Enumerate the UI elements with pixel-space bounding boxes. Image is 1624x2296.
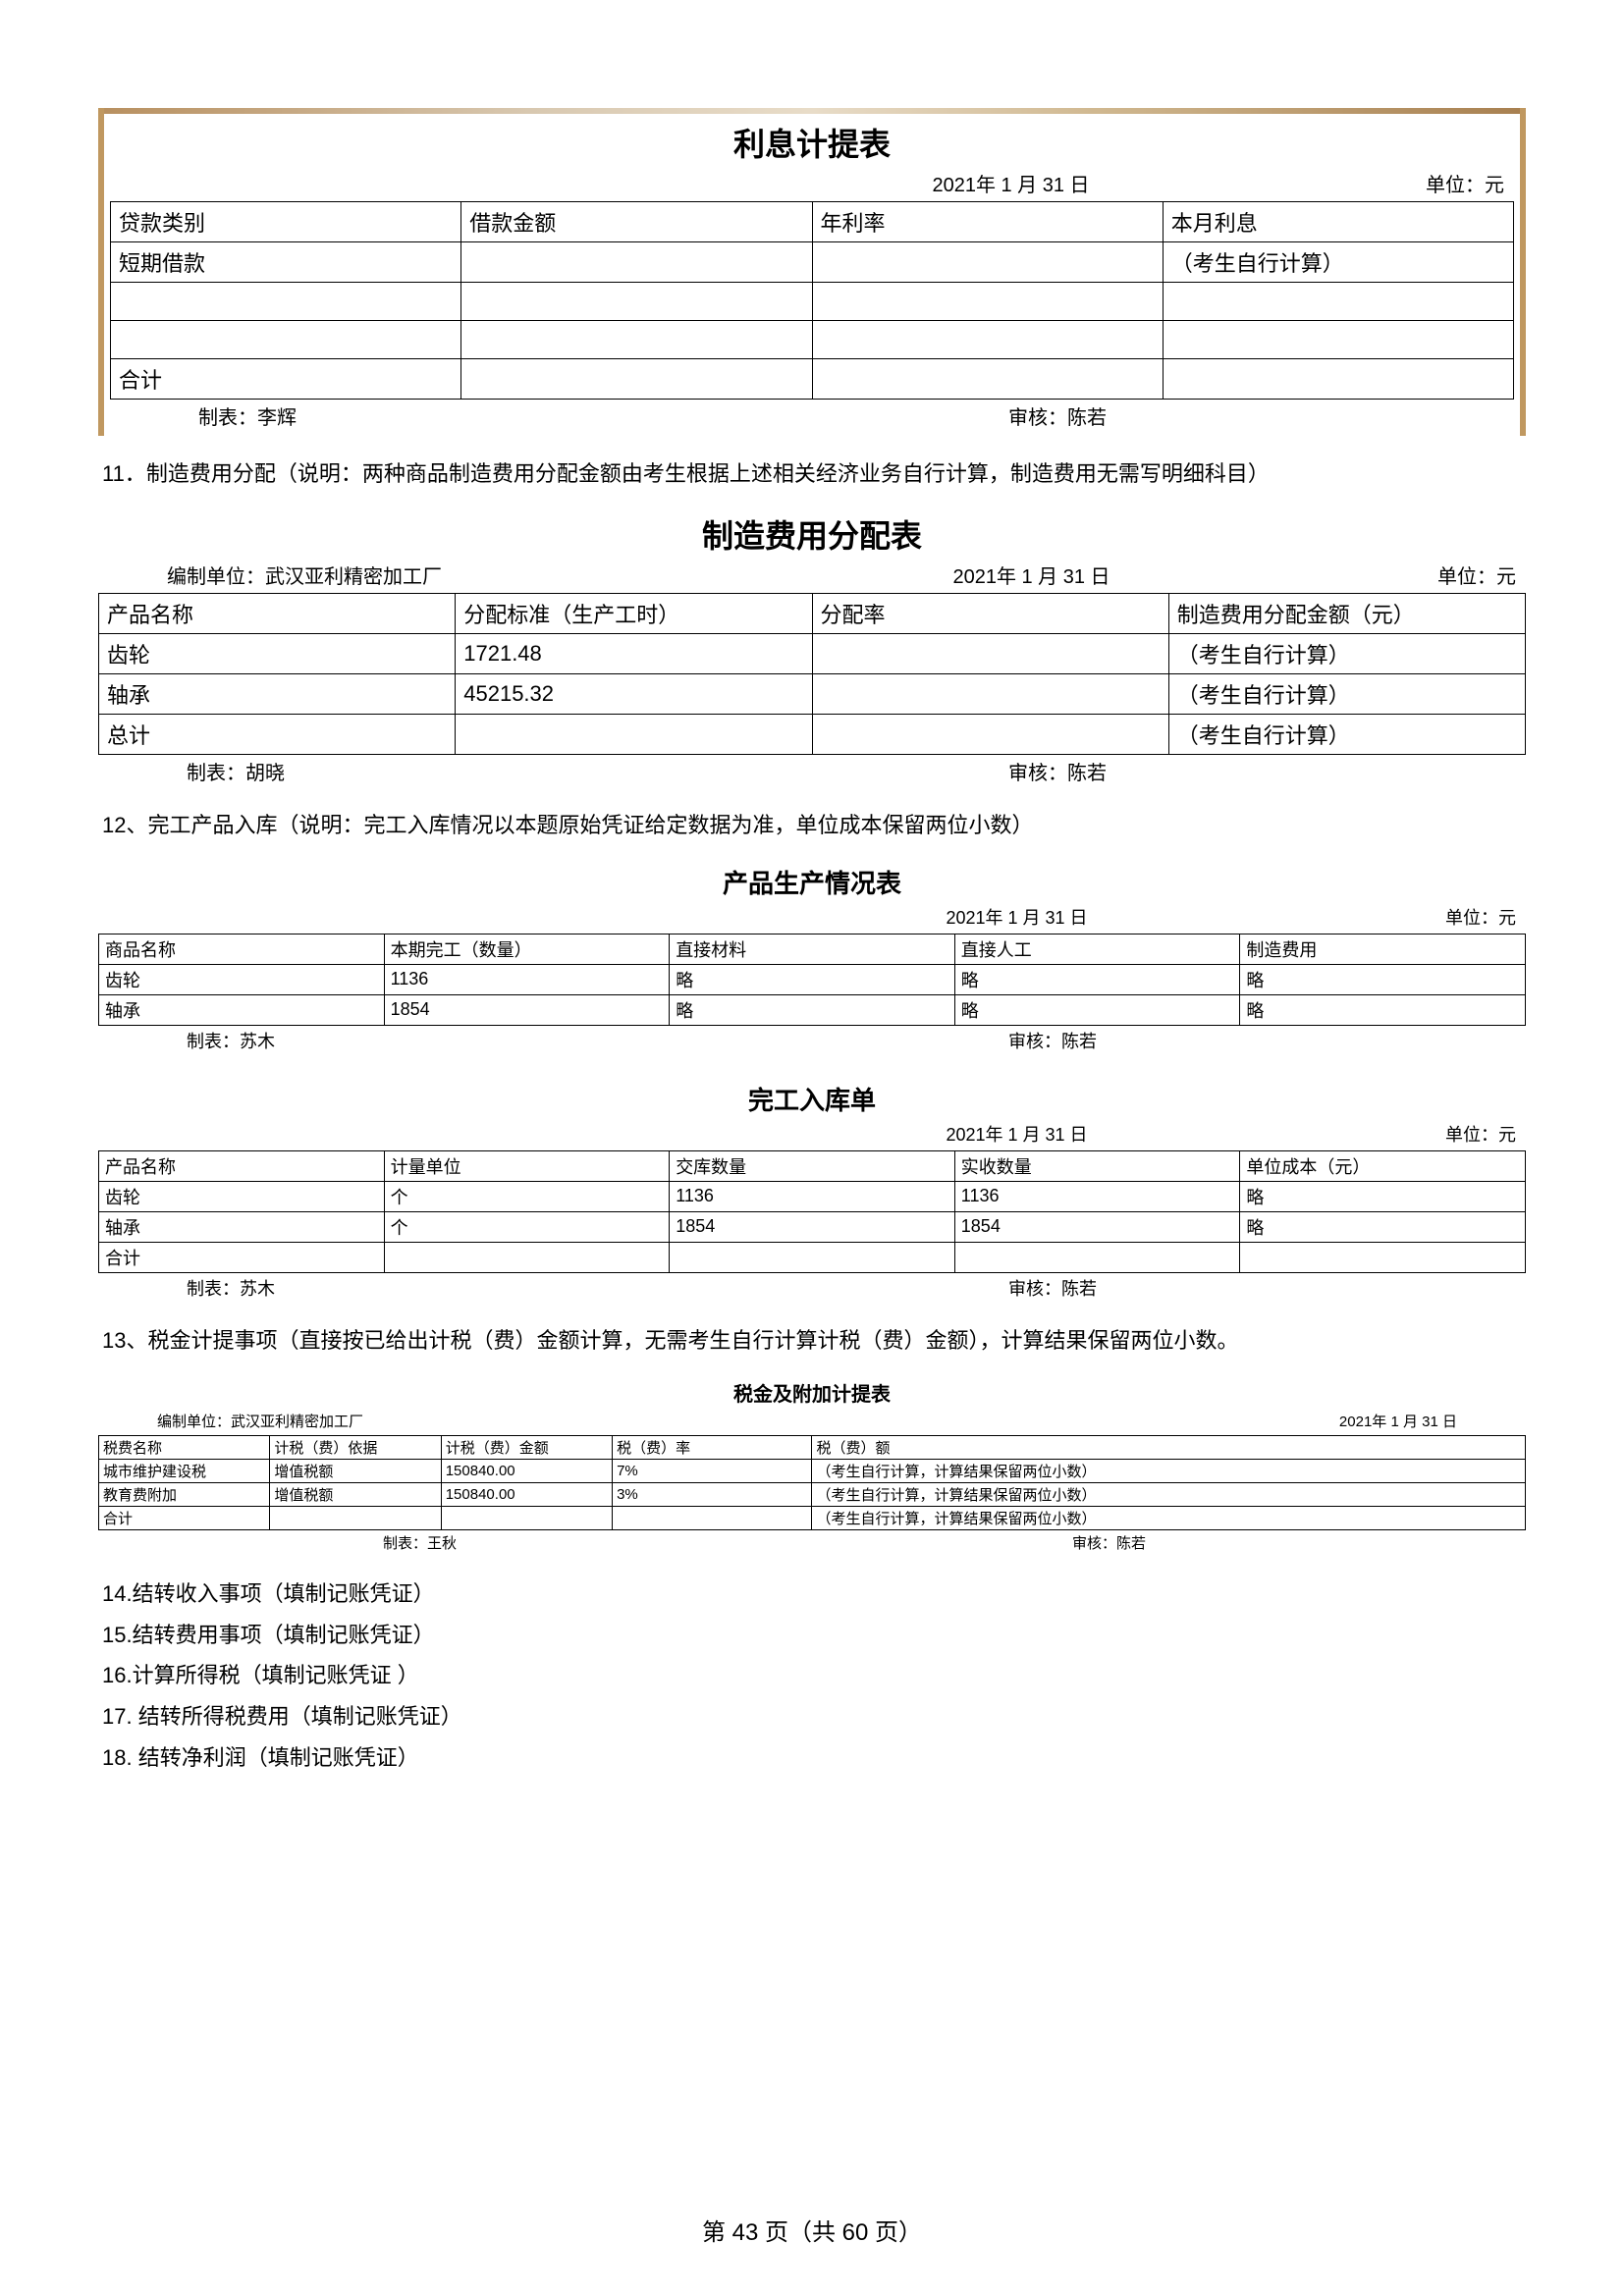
- table2-reviewer: 审核：陈若: [694, 757, 1516, 785]
- table-header-row: 商品名称 本期完工（数量） 直接材料 直接人工 制造费用: [99, 934, 1526, 964]
- table3-title: 产品生产情况表: [98, 858, 1526, 902]
- table-row: 教育费附加 增值税额 150840.00 3% （考生自行计算，计算结果保留两位…: [99, 1483, 1526, 1507]
- item-16: 16.计算所得税（填制记账凭证 ）: [102, 1656, 1522, 1695]
- item-18: 18. 结转净利润（填制记账凭证）: [102, 1738, 1522, 1778]
- table3-preparer: 制表：苏木: [108, 1028, 694, 1053]
- table2-title: 制造费用分配表: [98, 506, 1526, 559]
- table-row: 齿轮 1721.48 （考生自行计算）: [99, 634, 1526, 674]
- table2-unit: 单位：元: [1320, 561, 1516, 589]
- table2-date: 2021年 1 月 31 日: [743, 561, 1320, 589]
- item-17: 17. 结转所得税费用（填制记账凭证）: [102, 1697, 1522, 1736]
- table-row: 齿轮 1136 略 略 略: [99, 964, 1526, 994]
- table5: 税费名称 计税（费）依据 计税（费）金额 税（费）率 税（费）额 城市维护建设税…: [98, 1435, 1526, 1530]
- table5-org: 编制单位：武汉亚利精密加工厂: [108, 1411, 807, 1431]
- col-header: 贷款类别: [111, 202, 461, 242]
- table-row: 轴承 45215.32 （考生自行计算）: [99, 674, 1526, 715]
- table5-title: 税金及附加计提表: [98, 1372, 1526, 1409]
- table5-preparer: 制表：王秋: [108, 1532, 827, 1553]
- col-header: 年利率: [812, 202, 1163, 242]
- table4-unit: 单位：元: [1320, 1121, 1516, 1147]
- paragraph-12: 12、完工产品入库（说明：完工入库情况以本题原始凭证给定数据为准，单位成本保留两…: [102, 807, 1522, 843]
- table-row: 合计: [99, 1242, 1526, 1272]
- col-header: 本月利息: [1163, 202, 1513, 242]
- table1-unit: 单位：元: [1308, 169, 1504, 197]
- table-row: 总计 （考生自行计算）: [99, 715, 1526, 755]
- document-page: 利息计提表 2021年 1 月 31 日 单位：元 贷款类别 借款金额 年利率 …: [0, 0, 1624, 2296]
- table4-date: 2021年 1 月 31 日: [714, 1121, 1320, 1147]
- table-row: [111, 321, 1514, 359]
- table2: 产品名称 分配标准（生产工时） 分配率 制造费用分配金额（元） 齿轮 1721.…: [98, 593, 1526, 755]
- table-row: [111, 283, 1514, 321]
- table-row: 合计: [111, 359, 1514, 400]
- table1-wrap: 利息计提表 2021年 1 月 31 日 单位：元 贷款类别 借款金额 年利率 …: [98, 108, 1526, 436]
- table3-unit: 单位：元: [1320, 904, 1516, 930]
- interest-accrual-section: 利息计提表 2021年 1 月 31 日 单位：元 贷款类别 借款金额 年利率 …: [98, 108, 1526, 436]
- table-row: 合计 （考生自行计算，计算结果保留两位小数）: [99, 1507, 1526, 1530]
- item-14: 14.结转收入事项（填制记账凭证）: [102, 1575, 1522, 1614]
- page-number: 第 43 页（共 60 页）: [0, 2213, 1624, 2247]
- completion-inbound-section: 完工入库单 2021年 1 月 31 日 单位：元 产品名称 计量单位 交库数量…: [98, 1075, 1526, 1303]
- table1: 贷款类别 借款金额 年利率 本月利息 短期借款 （考生自行计算）: [110, 201, 1514, 400]
- table4-title: 完工入库单: [98, 1075, 1526, 1119]
- tax-accrual-section: 税金及附加计提表 编制单位：武汉亚利精密加工厂 2021年 1 月 31 日 税…: [98, 1372, 1526, 1555]
- table-header-row: 贷款类别 借款金额 年利率 本月利息: [111, 202, 1514, 242]
- paragraph-13: 13、税金计提事项（直接按已给出计税（费）金额计算，无需考生自行计算计税（费）金…: [102, 1322, 1522, 1359]
- table-row: 齿轮 个 1136 1136 略: [99, 1181, 1526, 1211]
- table-header-row: 产品名称 计量单位 交库数量 实收数量 单位成本（元）: [99, 1150, 1526, 1181]
- table4-preparer: 制表：苏木: [108, 1275, 694, 1301]
- table5-reviewer: 审核：陈若: [827, 1532, 1516, 1553]
- table2-org: 编制单位：武汉亚利精密加工厂: [108, 561, 743, 589]
- paragraph-11: 11．制造费用分配（说明：两种商品制造费用分配金额由考生根据上述相关经济业务自行…: [102, 455, 1522, 492]
- table-row: 短期借款 （考生自行计算）: [111, 242, 1514, 283]
- production-status-section: 产品生产情况表 2021年 1 月 31 日 单位：元 商品名称 本期完工（数量…: [98, 858, 1526, 1055]
- table-row: 城市维护建设税 增值税额 150840.00 7% （考生自行计算，计算结果保留…: [99, 1460, 1526, 1483]
- table3: 商品名称 本期完工（数量） 直接材料 直接人工 制造费用 齿轮 1136 略 略…: [98, 934, 1526, 1026]
- table5-date: 2021年 1 月 31 日: [807, 1411, 1506, 1431]
- table3-reviewer: 审核：陈若: [694, 1028, 1516, 1053]
- table1-title: 利息计提表: [110, 114, 1514, 167]
- table-row: 轴承 个 1854 1854 略: [99, 1211, 1526, 1242]
- item-15: 15.结转费用事项（填制记账凭证）: [102, 1616, 1522, 1655]
- table-header-row: 产品名称 分配标准（生产工时） 分配率 制造费用分配金额（元）: [99, 594, 1526, 634]
- table-header-row: 税费名称 计税（费）依据 计税（费）金额 税（费）率 税（费）额: [99, 1436, 1526, 1460]
- table-row: 轴承 1854 略 略 略: [99, 994, 1526, 1025]
- table2-preparer: 制表：胡晓: [108, 757, 694, 785]
- table1-reviewer: 审核：陈若: [694, 401, 1504, 430]
- table3-date: 2021年 1 月 31 日: [714, 904, 1320, 930]
- mfg-cost-alloc-section: 制造费用分配表 编制单位：武汉亚利精密加工厂 2021年 1 月 31 日 单位…: [98, 506, 1526, 787]
- table1-preparer: 制表：李辉: [120, 401, 694, 430]
- table1-date: 2021年 1 月 31 日: [714, 169, 1308, 197]
- table4-reviewer: 审核：陈若: [694, 1275, 1516, 1301]
- col-header: 借款金额: [461, 202, 812, 242]
- table4: 产品名称 计量单位 交库数量 实收数量 单位成本（元） 齿轮 个 1136 11…: [98, 1150, 1526, 1273]
